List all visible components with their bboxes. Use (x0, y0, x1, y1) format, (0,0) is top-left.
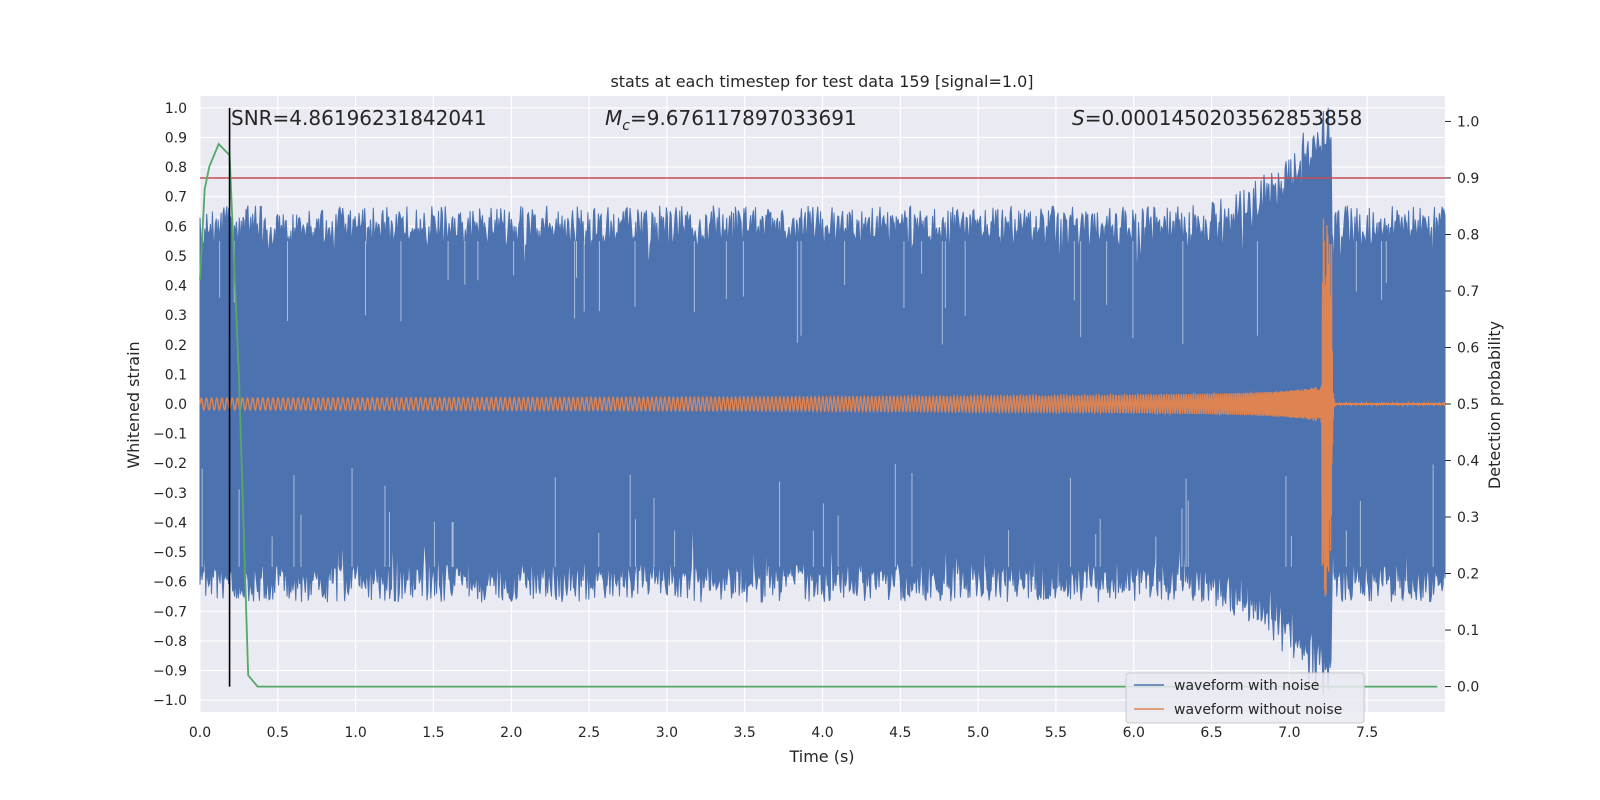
legend-label-clean: waveform without noise (1174, 702, 1342, 718)
chirp-mass-annotation: Mc=9.676117897033691 (605, 106, 857, 134)
y2-tick-label: 0.4 (1457, 454, 1479, 470)
x-tick-label: 2.0 (500, 725, 522, 741)
y-tick-label: −0.7 (153, 604, 187, 620)
axis-ticks: 0.0 0.5 1.0 1.5 2.0 2.5 3.0 3.5 4.0 4.5 5.0 5.5 6.0 6… (153, 101, 1479, 741)
legend-label-noise: waveform with noise (1174, 678, 1319, 694)
y2-tick-label: 0.7 (1457, 284, 1479, 300)
chirp-mass-symbol: M (605, 106, 622, 130)
y-tick-label: 0.7 (165, 190, 187, 206)
y-tick-label: −0.1 (153, 427, 187, 443)
y2-tick-label: 0.0 (1457, 680, 1479, 696)
y2-tick-label: 0.9 (1457, 171, 1479, 187)
x-tick-label: 5.0 (967, 725, 989, 741)
x-tick-label: 6.0 (1123, 725, 1145, 741)
y-tick-label: −1.0 (153, 693, 187, 709)
y2-tick-label: 0.6 (1457, 340, 1479, 356)
chirp-mass-value: =9.676117897033691 (630, 106, 857, 130)
snr-annotation: SNR=4.86196231842041 (231, 106, 487, 130)
y-tick-label: −0.6 (153, 575, 187, 591)
y-tick-label: 0.8 (165, 160, 187, 176)
legend: waveform with noise waveform without noi… (1125, 672, 1365, 724)
x-tick-label: 7.0 (1278, 725, 1300, 741)
y2-tick-label: 0.5 (1457, 397, 1479, 413)
y2-tick-label: 1.0 (1457, 114, 1479, 130)
legend-box (1125, 672, 1365, 724)
y2-tick-label: 0.1 (1457, 623, 1479, 639)
x-tick-label: 7.5 (1356, 725, 1378, 741)
y2-tick-label: 0.2 (1457, 567, 1479, 583)
x-tick-label: 0.5 (267, 725, 289, 741)
y-axis-label: Whitened strain (124, 341, 143, 468)
y-tick-label: −0.5 (153, 545, 187, 561)
y-tick-label: 0.1 (165, 367, 187, 383)
chirp-mass-subscript: c (622, 118, 630, 134)
x-tick-label: 4.5 (889, 725, 911, 741)
y-tick-label: −0.3 (153, 486, 187, 502)
x-tick-label: 6.5 (1200, 725, 1222, 741)
y-tick-label: −0.8 (153, 634, 187, 650)
x-tick-label: 3.5 (734, 725, 756, 741)
y-tick-label: 0.3 (165, 308, 187, 324)
y-tick-label: −0.9 (153, 664, 187, 680)
overlay-lines (199, 107, 1445, 688)
y-tick-label: 1.0 (165, 101, 187, 117)
series-waveform-without-noise (199, 218, 1446, 597)
x-tick-label: 1.0 (344, 725, 366, 741)
x-tick-label: 0.0 (189, 725, 211, 741)
clean-waveform-line (199, 218, 1446, 597)
y-tick-label: 0.0 (165, 397, 187, 413)
y2-tick-label: 0.3 (1457, 510, 1479, 526)
y-tick-label: −0.2 (153, 456, 187, 472)
y-tick-label: 0.5 (165, 249, 187, 265)
y-tick-label: 0.4 (165, 279, 187, 295)
s-value: =0.0001450203562853858 (1085, 106, 1363, 130)
x-tick-label: 1.5 (422, 725, 444, 741)
s-symbol: S (1072, 106, 1085, 130)
y-tick-label: −0.4 (153, 515, 187, 531)
y-tick-label: 0.9 (165, 130, 187, 146)
y2-axis-label: Detection probability (1485, 321, 1504, 489)
x-tick-label: 2.5 (578, 725, 600, 741)
s-annotation: S=0.0001450203562853858 (1072, 106, 1362, 130)
y2-tick-label: 0.8 (1457, 227, 1479, 243)
x-axis-label: Time (s) (788, 747, 854, 766)
y-tick-label: 0.2 (165, 338, 187, 354)
x-tick-label: 3.0 (656, 725, 678, 741)
x-tick-label: 4.0 (811, 725, 833, 741)
chart-title: stats at each timestep for test data 159… (610, 72, 1033, 91)
x-tick-label: 5.5 (1045, 725, 1067, 741)
y-tick-label: 0.6 (165, 219, 187, 235)
annotations: SNR=4.86196231842041 Mc=9.67611789703369… (231, 106, 1362, 134)
